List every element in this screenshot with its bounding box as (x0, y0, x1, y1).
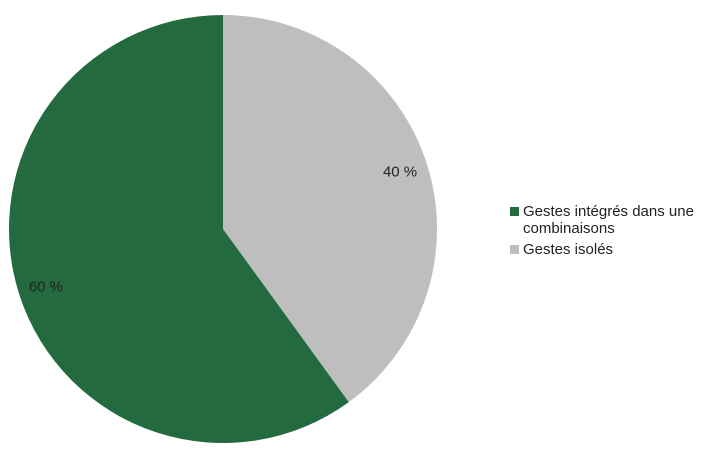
pie-slice-0 (223, 15, 437, 403)
legend-swatch-integres (510, 207, 519, 216)
legend-entry-integres: Gestes intégrés dans une combinaisons (510, 203, 715, 237)
pie-slice-1 (8, 15, 349, 444)
slice-value-label-0: 40 % (383, 163, 417, 180)
slice-value-label-1: 60 % (29, 279, 63, 296)
legend: Gestes intégrés dans une combinaisons Ge… (510, 203, 715, 262)
legend-label-isoles: Gestes isolés (523, 241, 614, 258)
legend-label-integres: Gestes intégrés dans une combinaisons (523, 203, 694, 237)
legend-entry-isoles: Gestes isolés (510, 241, 715, 258)
legend-swatch-isoles (510, 245, 519, 254)
